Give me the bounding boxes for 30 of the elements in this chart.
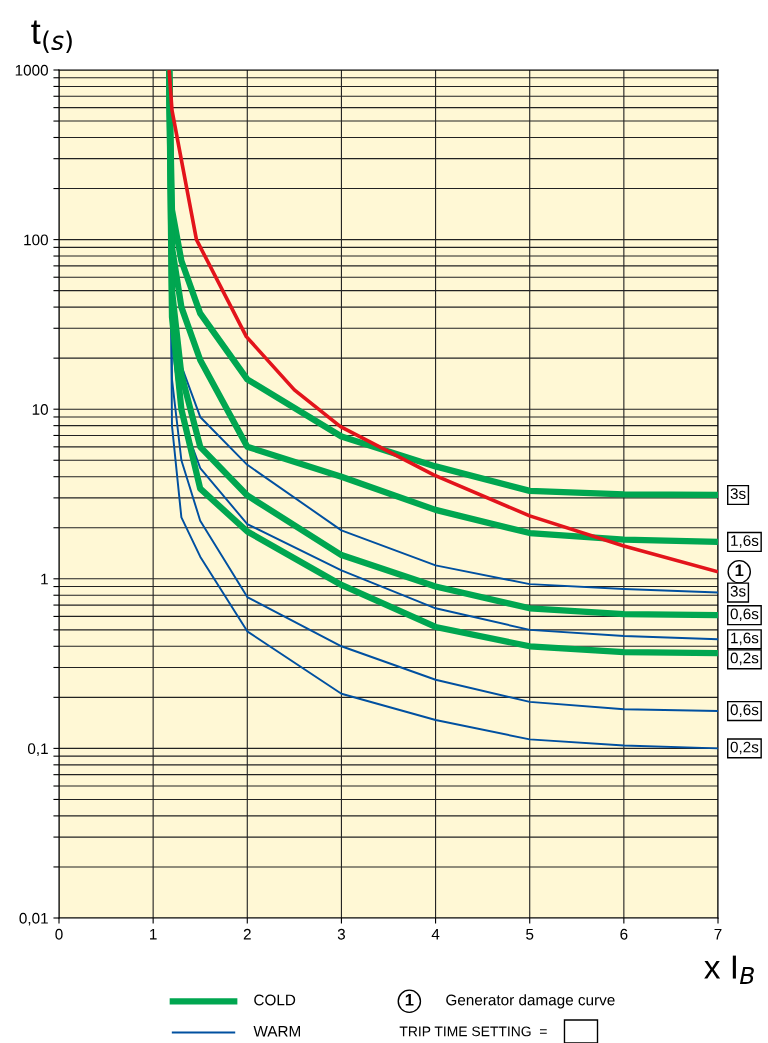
y-tick-label: 1 (41, 573, 48, 585)
x-tick-label: 2 (243, 928, 251, 940)
y-tick-label: 10 (32, 404, 48, 415)
y-axis-title: t$_{(s)}$ (31, 20, 72, 54)
x-tick-label: 3 (337, 928, 346, 940)
series-label: 1,6s (731, 535, 759, 548)
x-tick-label: 6 (620, 928, 628, 940)
series-label: 3s (730, 585, 746, 597)
x-tick-label: 0 (55, 928, 63, 940)
series-label: 0,6s (730, 704, 759, 717)
series-label: 1 (735, 564, 744, 577)
text: Generator damage curve (446, 994, 615, 1009)
x-tick-label: 1 (150, 928, 157, 940)
series-label: 0,6s (730, 608, 759, 622)
y-tick-label: 100 (24, 234, 48, 246)
y-tick-label: 0,1 (27, 743, 48, 756)
x-tick-label: 7 (714, 928, 722, 940)
x-tick-label: 5 (526, 928, 534, 940)
y-tick-label: 0,01 (19, 912, 48, 926)
text: COLD (254, 994, 296, 1006)
text: TRIP TIME SETTING = (399, 1026, 547, 1037)
x-axis-title: x I$_{B}$ (704, 955, 754, 985)
series-label: 0,2s (730, 741, 759, 755)
text: 1 (405, 994, 414, 1006)
text: WARM (253, 1026, 300, 1037)
x-tick-label: 4 (431, 928, 440, 940)
series-label: 1,6s (731, 632, 759, 646)
series-label: 0,2s (730, 652, 759, 666)
y-tick-label: 1000 (15, 64, 48, 76)
series-label: 3s (730, 488, 746, 500)
